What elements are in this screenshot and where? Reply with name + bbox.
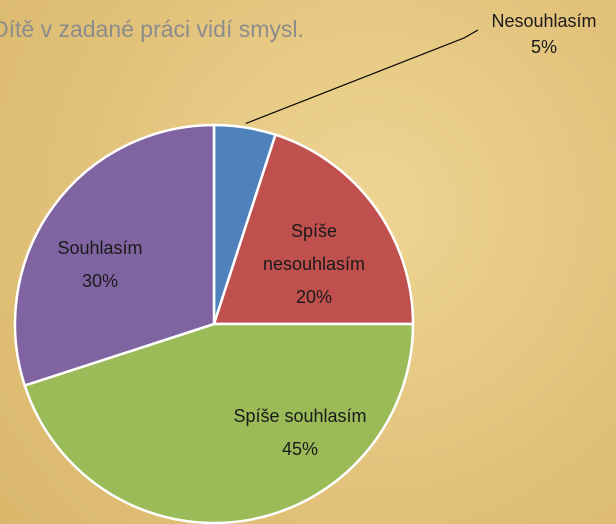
slice-label: Spíše souhlasím 45% [200,400,400,466]
category-label: Souhlasím [57,238,143,258]
value-label: 20% [295,287,333,307]
category-label: Spíše nesouhlasím [262,221,366,274]
slice-label: Souhlasím 30% [30,232,170,298]
pie-slice [13,123,216,388]
pie-slice [23,322,415,524]
value-label: 5% [530,37,557,57]
pie-slice [212,133,415,326]
value-label: 30% [81,271,119,291]
leader-line [245,29,479,125]
slice-label: Nesouhlasím 5% [474,8,614,60]
chart-title: Dítě v zadané práci vidí smysl. [0,16,304,42]
value-label: 45% [281,439,319,459]
category-label: Nesouhlasím [491,11,597,31]
slice-label: Spíše nesouhlasím 20% [244,215,384,314]
category-label: Spíše souhlasím [233,406,367,426]
